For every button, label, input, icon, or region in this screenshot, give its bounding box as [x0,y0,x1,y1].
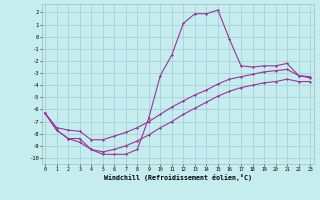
X-axis label: Windchill (Refroidissement éolien,°C): Windchill (Refroidissement éolien,°C) [104,174,252,181]
